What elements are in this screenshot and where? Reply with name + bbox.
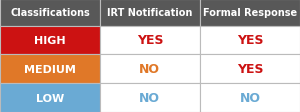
Text: HIGH: HIGH (34, 36, 66, 46)
Bar (100, 83, 200, 112)
Bar (200, 26, 300, 55)
Text: NO: NO (140, 91, 160, 104)
Text: YES: YES (237, 63, 263, 76)
Text: YES: YES (237, 34, 263, 47)
Bar (100, 0, 200, 26)
Text: IRT Notification: IRT Notification (107, 8, 193, 18)
Bar (100, 55, 200, 83)
Bar (0, 26, 100, 55)
Text: NO: NO (140, 63, 160, 76)
Bar (200, 55, 300, 83)
Text: Formal Response: Formal Response (203, 8, 297, 18)
Bar (200, 83, 300, 112)
Bar (100, 26, 200, 55)
Bar (0, 83, 100, 112)
Text: YES: YES (136, 34, 163, 47)
Text: LOW: LOW (36, 93, 64, 103)
Text: Classifications: Classifications (10, 8, 90, 18)
Bar (0, 0, 100, 26)
Text: MEDIUM: MEDIUM (24, 64, 76, 74)
Bar (200, 0, 300, 26)
Bar (0, 55, 100, 83)
Text: NO: NO (239, 91, 260, 104)
